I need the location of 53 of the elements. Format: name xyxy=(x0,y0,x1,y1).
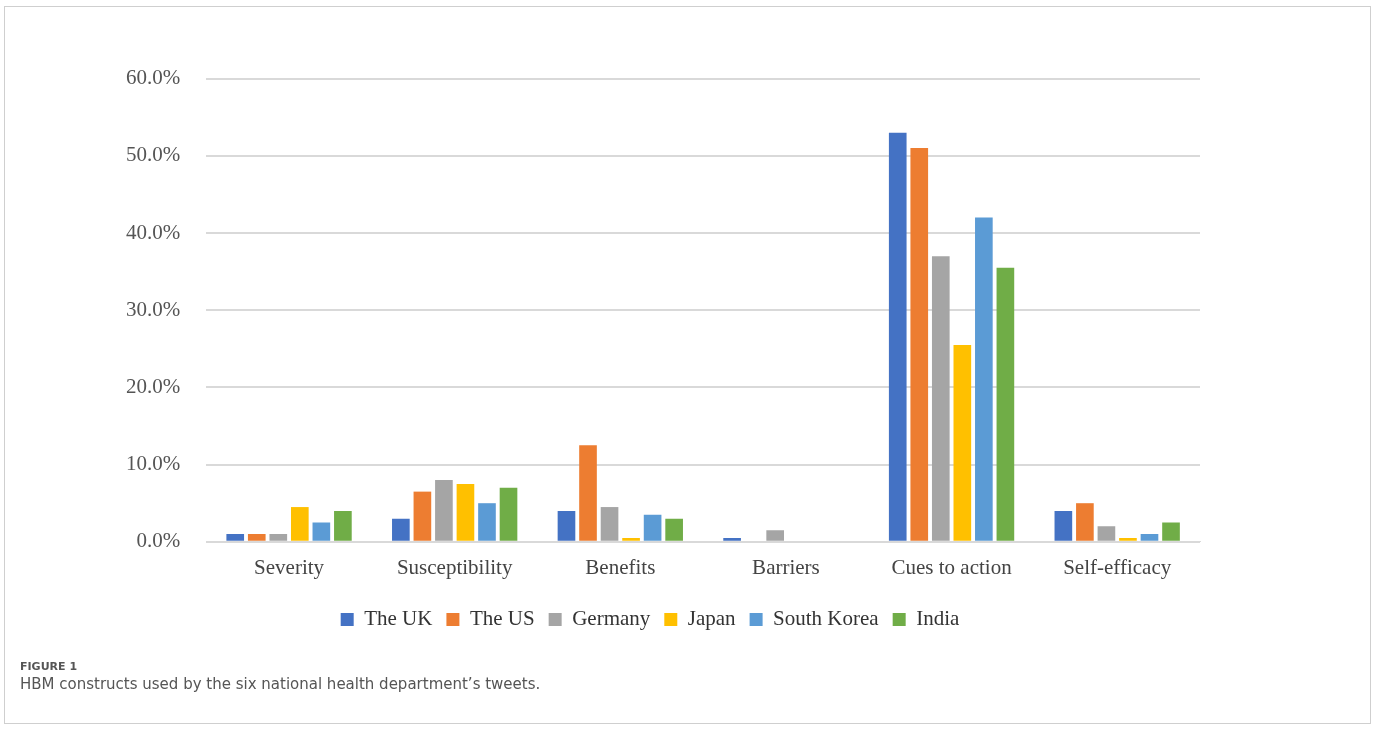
legend-label: The UK xyxy=(364,606,433,631)
bar xyxy=(413,491,432,541)
bar xyxy=(643,514,662,541)
y-tick-label: 50.0% xyxy=(125,142,181,167)
bar xyxy=(766,530,784,541)
bar xyxy=(723,537,741,541)
bar xyxy=(579,445,597,541)
y-tick-label: 0.0% xyxy=(136,528,181,553)
bar xyxy=(499,487,518,541)
bar xyxy=(1097,526,1116,541)
y-tick-label: 30.0% xyxy=(125,296,181,321)
x-tick-label: Self-efficacy xyxy=(1063,554,1172,579)
bar xyxy=(247,534,266,541)
bar xyxy=(996,267,1015,541)
bar xyxy=(665,518,683,541)
bar xyxy=(910,148,929,541)
y-tick-label: 10.0% xyxy=(125,451,181,476)
legend-label: Germany xyxy=(572,606,651,631)
bar xyxy=(1054,510,1073,541)
legend-label: India xyxy=(916,606,960,631)
bar xyxy=(312,522,331,541)
bar xyxy=(1140,534,1159,541)
y-tick-label: 40.0% xyxy=(125,219,181,244)
bar xyxy=(888,132,907,541)
bar xyxy=(334,510,352,541)
legend-label: South Korea xyxy=(773,606,880,631)
x-tick-label: Susceptibility xyxy=(396,554,513,579)
bar xyxy=(1076,503,1094,541)
x-tick-label: Severity xyxy=(254,554,325,579)
bar xyxy=(622,537,640,541)
bar xyxy=(557,510,576,541)
bar xyxy=(600,507,619,541)
bar xyxy=(931,256,950,541)
bar xyxy=(1162,522,1180,541)
y-tick-label: 20.0% xyxy=(125,373,181,398)
x-tick-label: Cues to action xyxy=(891,554,1013,579)
bar xyxy=(226,534,245,541)
legend-label: Japan xyxy=(687,606,737,631)
bar xyxy=(392,518,410,541)
legend-label: The US xyxy=(469,606,535,631)
bar xyxy=(478,503,496,541)
x-tick-label: Barriers xyxy=(752,554,820,579)
bar xyxy=(975,217,993,541)
bar xyxy=(269,534,288,541)
bar xyxy=(435,480,453,541)
bar xyxy=(1119,537,1137,541)
bar xyxy=(290,507,309,541)
y-tick-label: 60.0% xyxy=(125,65,181,90)
text: HBM constructs used by the six national health department’s tweets. xyxy=(20,675,541,693)
bar xyxy=(456,483,475,541)
bar xyxy=(953,344,972,541)
x-tick-label: Benefits xyxy=(585,554,656,579)
caption: FIGURE 1 xyxy=(20,660,79,673)
